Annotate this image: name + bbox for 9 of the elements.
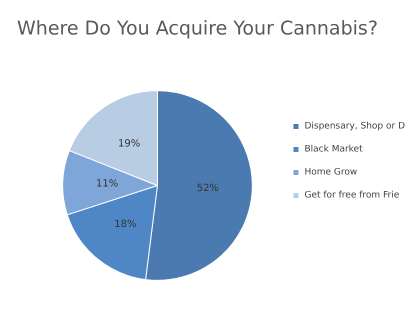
legend-label: Black Market <box>304 144 364 154</box>
data-label: 11% <box>96 178 118 190</box>
legend-label: Home Grow <box>304 168 358 178</box>
data-label: 18% <box>114 218 136 230</box>
data-label: 52% <box>196 183 219 194</box>
chart-title: Where Do You Acquire Your Cannabis? <box>17 18 378 40</box>
data-label: 19% <box>118 138 140 150</box>
legend-label: Get for free from Frie <box>304 190 400 200</box>
legend-label: Dispensary, Shop or D <box>304 122 406 132</box>
